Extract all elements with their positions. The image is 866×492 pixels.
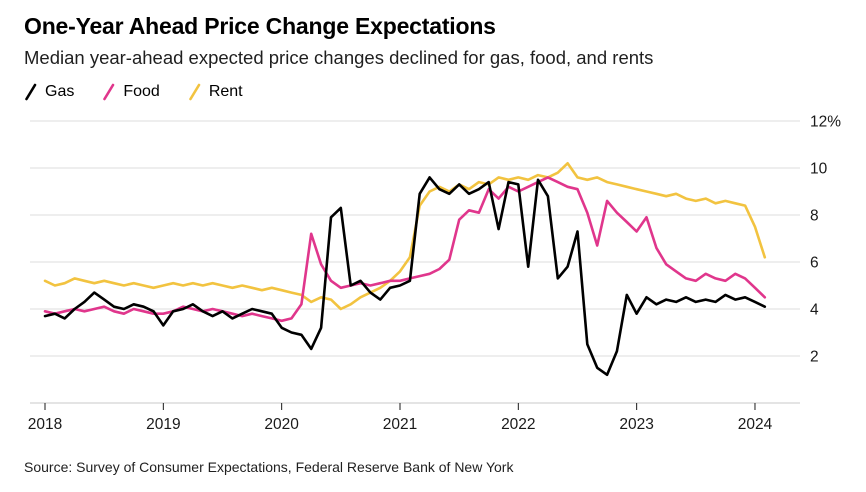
chart-title: One-Year Ahead Price Change Expectations [24,13,496,39]
legend-label: Rent [208,83,243,100]
x-axis-label: 2019 [146,416,180,433]
y-axis-label: 12% [810,114,841,131]
x-axis-label: 2023 [619,416,653,433]
source-note: Source: Survey of Consumer Expectations,… [24,459,514,475]
x-axis-label: 2020 [264,416,299,433]
x-axis-label: 2022 [501,416,535,433]
x-axis-label: 2021 [383,416,417,433]
y-axis-label: 6 [810,255,819,272]
legend-label: Food [123,83,160,100]
legend-slash-icon [103,83,115,101]
legend-label: Gas [45,83,75,100]
legend-item-rent: Rent [188,83,243,101]
line-chart: 2 4 6 8 10 12% 2018 2019 2020 2021 2022 2023 2024 [28,114,841,434]
y-axis-label: 4 [810,302,819,319]
legend-item-food: Food [102,83,160,101]
y-axis-label: 8 [810,208,819,225]
x-axis-label: 2018 [28,416,62,433]
legend-item-gas: Gas [24,83,74,101]
x-axis-label: 2024 [738,416,773,433]
legend-slash-icon [25,83,37,101]
y-axis-label: 2 [810,349,819,366]
series-line-rent [43,161,767,311]
series-line-food [43,176,767,323]
legend: Gas Food Rent [24,81,848,103]
chart-subtitle: Median year-ahead expected price changes… [24,47,654,68]
chart-area: 2 4 6 8 10 12% 2018 2019 2020 2021 2022 2023 2024 [24,105,848,437]
legend-slash-icon [189,83,201,101]
series-line-gas [43,176,767,377]
y-axis-label: 10 [810,161,828,178]
